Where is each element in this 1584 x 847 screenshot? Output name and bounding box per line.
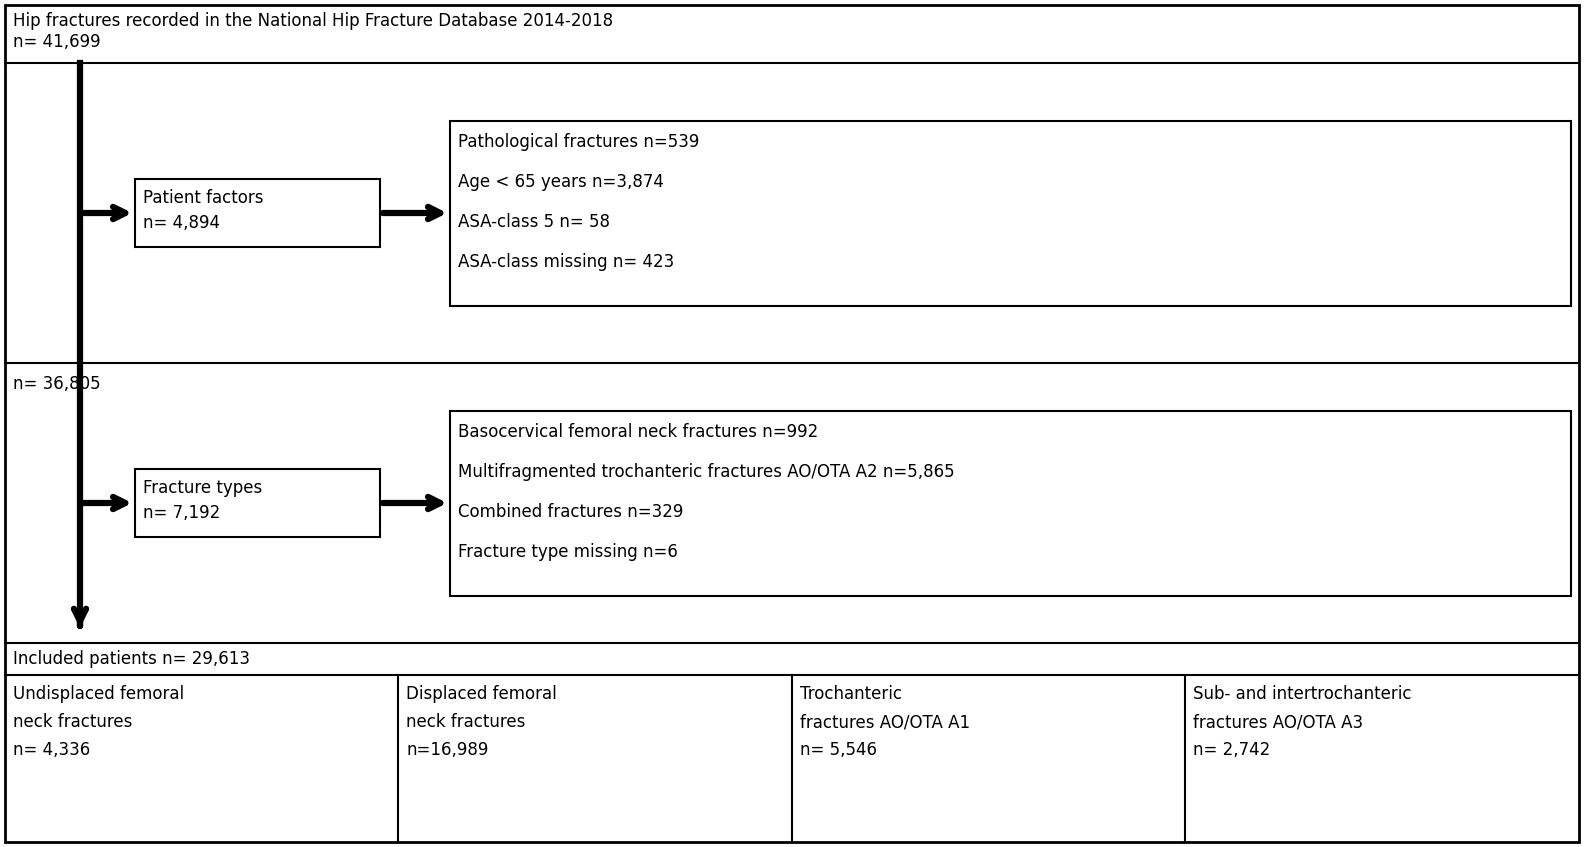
Text: fractures AO/OTA A1: fractures AO/OTA A1 (800, 713, 969, 731)
Text: Undisplaced femoral: Undisplaced femoral (13, 685, 184, 703)
Text: Basocervical femoral neck fractures n=992: Basocervical femoral neck fractures n=99… (458, 423, 819, 440)
Bar (135, 469, 380, 537)
Text: n= 36,805: n= 36,805 (13, 375, 101, 393)
Text: Patient factors: Patient factors (143, 189, 263, 207)
Text: Fracture type missing n=6: Fracture type missing n=6 (458, 542, 678, 561)
Text: neck fractures: neck fractures (407, 713, 526, 731)
Bar (450, 411, 1571, 595)
Text: ASA-class missing n= 423: ASA-class missing n= 423 (458, 252, 675, 270)
Text: n= 2,742: n= 2,742 (1193, 741, 1270, 759)
Text: Pathological fractures n=539: Pathological fractures n=539 (458, 132, 700, 151)
Text: Sub- and intertrochanteric: Sub- and intertrochanteric (1193, 685, 1411, 703)
Text: fractures AO/OTA A3: fractures AO/OTA A3 (1193, 713, 1364, 731)
Text: Trochanteric: Trochanteric (800, 685, 901, 703)
Text: Combined fractures n=329: Combined fractures n=329 (458, 502, 683, 521)
Text: n= 5,546: n= 5,546 (800, 741, 878, 759)
Text: ASA-class 5 n= 58: ASA-class 5 n= 58 (458, 213, 610, 230)
Text: Displaced femoral: Displaced femoral (407, 685, 558, 703)
Text: Fracture types: Fracture types (143, 479, 263, 497)
Text: Included patients n= 29,613: Included patients n= 29,613 (13, 650, 250, 668)
Text: Hip fractures recorded in the National Hip Fracture Database 2014-2018: Hip fractures recorded in the National H… (13, 12, 613, 30)
Text: Multifragmented trochanteric fractures AO/OTA A2 n=5,865: Multifragmented trochanteric fractures A… (458, 462, 955, 480)
Text: neck fractures: neck fractures (13, 713, 133, 731)
Bar (135, 179, 380, 247)
Text: n= 7,192: n= 7,192 (143, 504, 220, 522)
Text: n= 4,894: n= 4,894 (143, 214, 220, 232)
Text: n= 4,336: n= 4,336 (13, 741, 90, 759)
Text: n=16,989: n=16,989 (407, 741, 489, 759)
Bar (450, 120, 1571, 306)
Text: Age < 65 years n=3,874: Age < 65 years n=3,874 (458, 173, 664, 191)
Text: n= 41,699: n= 41,699 (13, 33, 101, 51)
